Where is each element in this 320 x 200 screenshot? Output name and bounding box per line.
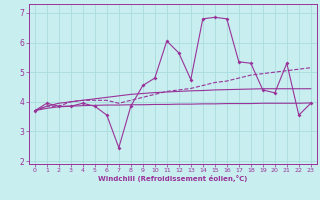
X-axis label: Windchill (Refroidissement éolien,°C): Windchill (Refroidissement éolien,°C) [98,175,247,182]
